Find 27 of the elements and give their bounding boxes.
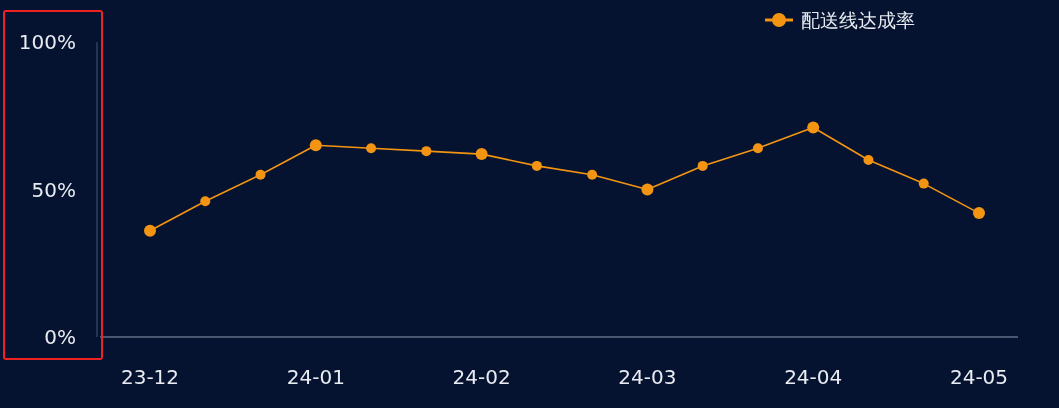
point (697, 160, 708, 171)
point (807, 121, 820, 134)
legend: 配送线达成率 (765, 9, 915, 31)
y-tick-label: 50% (31, 177, 76, 202)
point (752, 143, 763, 154)
legend-label: 配送线达成率 (801, 9, 915, 31)
point (144, 224, 156, 237)
x-tick-label: 24-02 (452, 365, 511, 389)
x-tick-label: 23-12 (120, 365, 180, 389)
point (200, 196, 211, 207)
point (309, 139, 322, 152)
point (973, 207, 985, 220)
point (587, 169, 598, 180)
x-tick-label: 24-03 (618, 365, 677, 389)
x-tick-label: 24-04 (784, 365, 843, 389)
point (918, 178, 929, 189)
point (475, 148, 488, 161)
point (255, 169, 266, 180)
point (641, 183, 654, 196)
point (863, 155, 874, 165)
point (531, 160, 542, 171)
point (421, 146, 432, 157)
x-tick-label: 24-01 (286, 365, 345, 389)
y-tick-label: 0% (44, 325, 76, 349)
point (366, 143, 377, 154)
y-tick-label: 100% (18, 30, 76, 54)
x-tick-label: 24-05 (949, 365, 1009, 389)
